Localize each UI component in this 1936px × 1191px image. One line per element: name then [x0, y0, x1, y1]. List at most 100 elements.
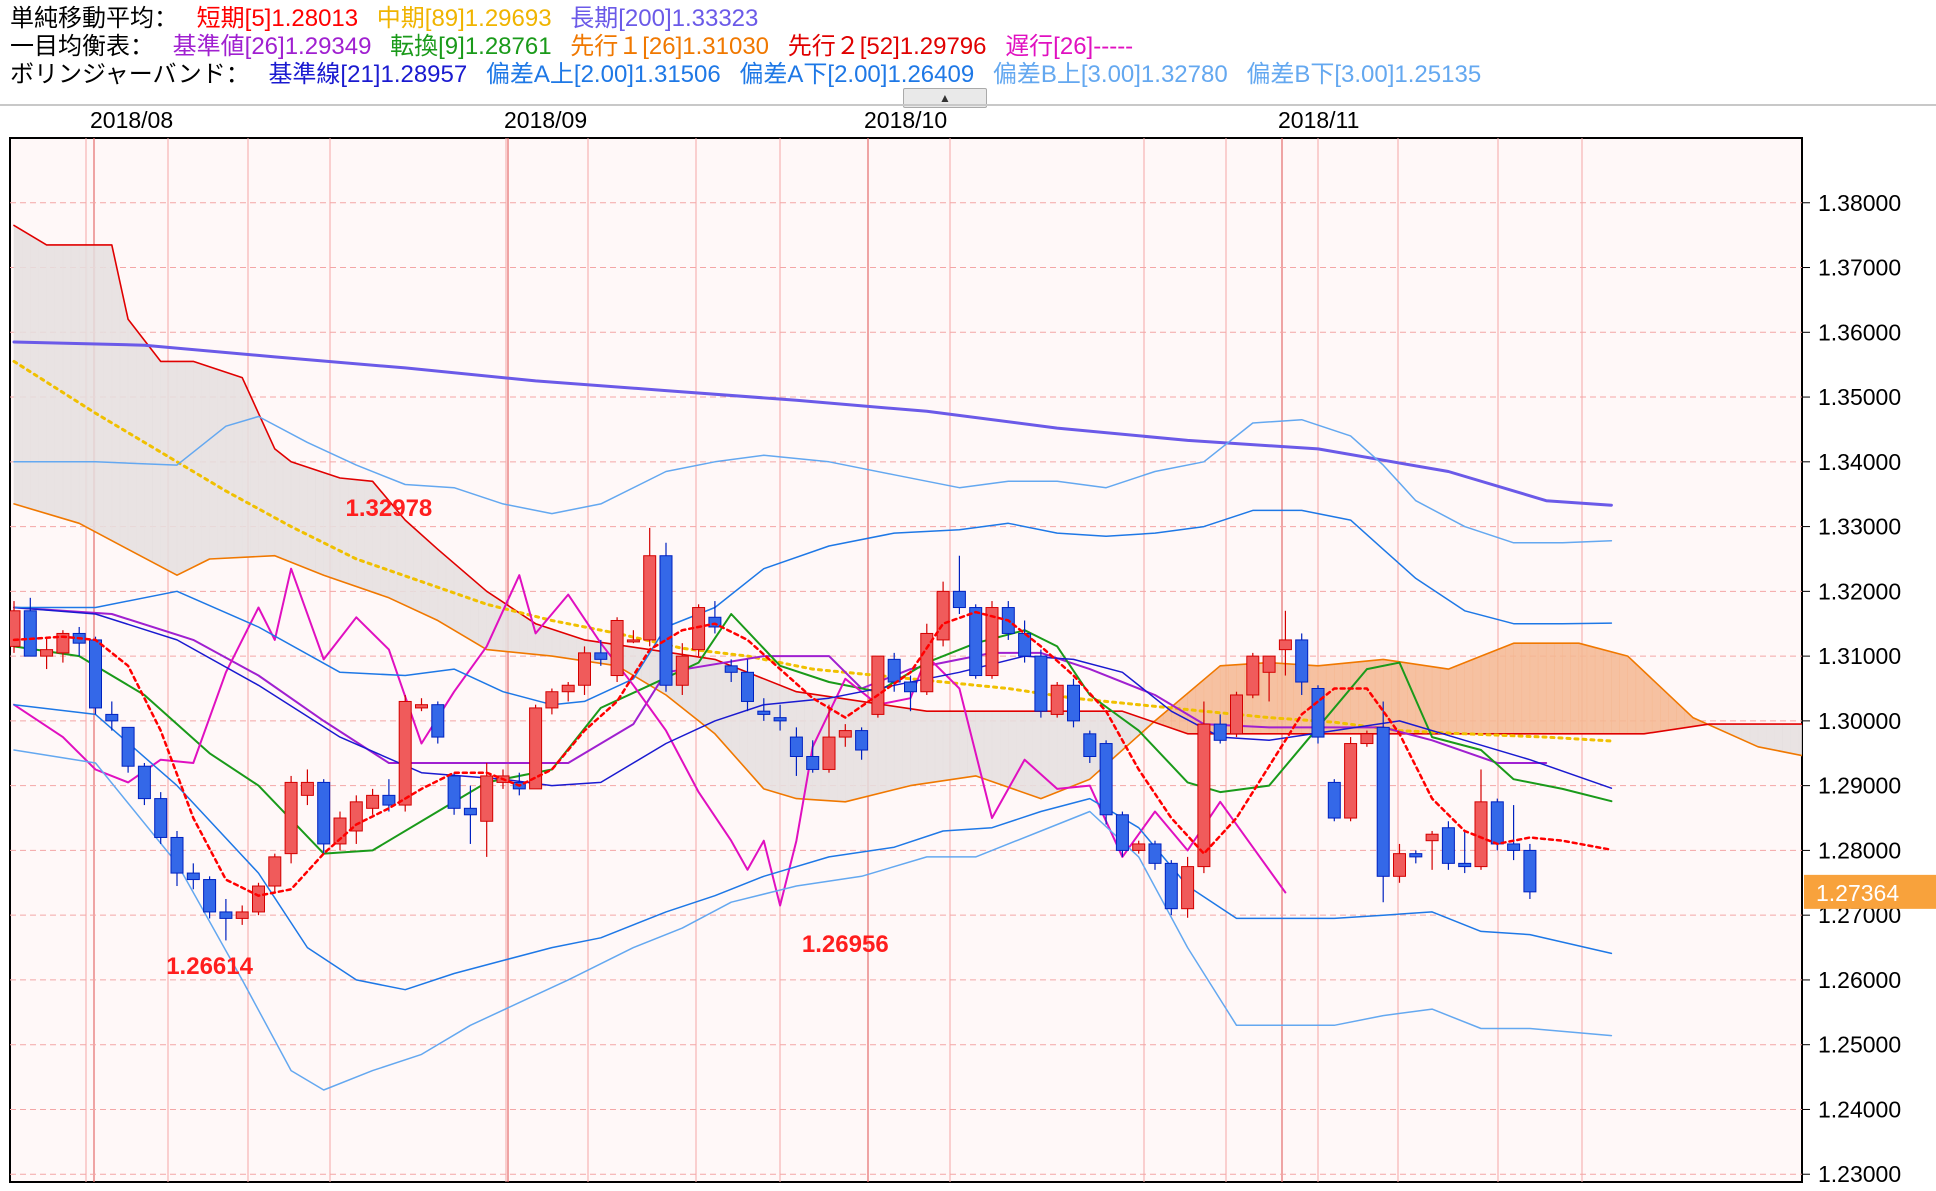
bull-candle [1132, 843, 1146, 851]
kumo-cloud-segment [1065, 710, 1074, 790]
sma-mid-line [12, 359, 1613, 743]
kumo-cloud-segment [421, 534, 430, 618]
bear-candle [708, 616, 722, 628]
legend-collapse-button[interactable]: ▲ [903, 88, 987, 108]
bear-candle [1067, 684, 1080, 722]
bull-candle [56, 632, 70, 654]
bear-candle [1441, 827, 1455, 864]
kumo-cloud-segment [592, 640, 602, 664]
bull-candle [284, 781, 298, 855]
bear-candle [904, 681, 917, 693]
kumo-cloud-segment [282, 454, 292, 563]
kumo-cloud-segment [70, 244, 80, 524]
kumo-cloud-segment [959, 710, 968, 779]
bull-candle [838, 730, 852, 738]
kumo-cloud-segment [1602, 649, 1612, 735]
kumo-cloud-segment [429, 541, 439, 621]
kumo-cloud-segment [1643, 670, 1653, 735]
kumo-cloud-segment [1757, 723, 1767, 749]
senkou-a-line [13, 503, 1802, 803]
chart-area[interactable]: 1.38000 1.37000 1.36000 1.35000 1.34000 1.330… [0, 104, 1936, 1187]
price-tick-label: 1.38000 [1818, 190, 1901, 216]
bear-candle [1115, 814, 1129, 851]
kumo-cloud-segment [755, 675, 765, 790]
boll-a_up-line [13, 509, 1613, 706]
bull-candle [10, 610, 21, 647]
bear-candle [1490, 801, 1504, 845]
boll-b_dn-line [13, 749, 1613, 1091]
kumo-cloud-segment [1798, 723, 1802, 756]
sma-short-label: 短期[5]1.28013 [196, 5, 359, 32]
kumo-cloud-segment [404, 519, 414, 610]
bull-candle [936, 590, 950, 641]
kumo-cloud-segment [307, 466, 316, 573]
bear-candle [121, 726, 135, 767]
kumo-cloud-segment [1374, 659, 1384, 735]
kumo-cloud-segment [1586, 644, 1596, 735]
bull-candle [1050, 684, 1064, 715]
candlestick-chart[interactable]: 1.38000 1.37000 1.36000 1.35000 1.34000 1.330… [0, 106, 1936, 1187]
kumo-cloud-segment [1627, 655, 1637, 735]
bull-candle [1344, 743, 1358, 819]
bear-candle [757, 710, 771, 715]
price-tick-label: 1.37000 [1818, 255, 1901, 281]
kumo-cloud-segment [518, 612, 528, 655]
kumo-cloud-segment [771, 681, 781, 795]
kumo-cloud-segment [258, 413, 267, 557]
bull-candle [545, 691, 559, 709]
kumo-cloud-segment [176, 361, 186, 576]
kumo-cloud-segment [1040, 710, 1050, 800]
kumo-cloud-segment [893, 705, 903, 791]
kumo-cloud-segment [201, 363, 210, 564]
kumo-cloud-segment [1782, 723, 1791, 754]
bear-candle [105, 713, 119, 722]
month-tick-label: 2018/09 [504, 107, 587, 133]
kumo-cloud-segment [315, 469, 325, 576]
price-tick-label: 1.26000 [1818, 967, 1901, 993]
sma-legend-title: 単純移動平均： [10, 5, 178, 32]
bear-candle [724, 665, 738, 673]
bull-candle [366, 794, 380, 809]
kumo-cloud-segment [160, 361, 170, 572]
kumo-cloud-segment [1268, 662, 1278, 735]
kumo-cloud-segment [339, 477, 349, 585]
kumo-cloud-segment [942, 710, 952, 782]
kumo-cloud-segment [1016, 710, 1025, 794]
bear-candle [1213, 723, 1227, 741]
bear-candle [1083, 733, 1097, 757]
kumo-cloud-segment [543, 626, 553, 657]
bull-candle [643, 555, 657, 641]
kumo-cloud-segment [991, 710, 1001, 785]
bear-candle [855, 730, 869, 751]
month-tick-label: 2018/08 [90, 107, 173, 133]
kumo-cloud-segment [1774, 723, 1783, 753]
bear-candle [741, 671, 754, 702]
kumo-cloud-segment [461, 569, 471, 641]
kumo-cloud-segment [1554, 642, 1563, 735]
kumo-cloud-segment [1513, 642, 1523, 735]
kumo-cloud-segment [225, 371, 235, 559]
bear-candle [1376, 726, 1390, 877]
indicator-legend: 単純移動平均： 短期[5]1.28013 中期[89]1.29693 長期[20… [0, 0, 1936, 92]
kumo-cloud-segment [1439, 667, 1449, 735]
kumo-cloud-segment [722, 662, 732, 753]
kumo-cloud-segment [934, 710, 944, 783]
kumo-cloud-segment [877, 703, 887, 795]
kumo-cloud-segment [551, 628, 561, 658]
bull-candle [1278, 639, 1292, 651]
kumo-cloud-segment [1594, 647, 1604, 735]
kumo-cloud-segment [274, 448, 284, 560]
bear-candle [789, 736, 803, 757]
extreme-price-label: 1.32978 [346, 495, 433, 522]
kumo-cloud-segment [1611, 651, 1620, 735]
bear-candle [887, 658, 901, 683]
bull-candle [1393, 853, 1406, 877]
price-tick-label: 1.28000 [1818, 837, 1901, 863]
bear-candle [463, 807, 477, 816]
bollinger-legend-title: ボリンジャーバンド： [10, 61, 250, 88]
boll-a_dn-line [13, 703, 1613, 991]
price-tick-label: 1.35000 [1818, 384, 1901, 410]
price-tick-label: 1.23000 [1818, 1161, 1901, 1186]
bollinger-legend-row: ボリンジャーバンド： 基準線[21]1.28957 偏差A上[2.00]1.31… [10, 61, 1493, 89]
kumo-cloud-segment [119, 282, 129, 550]
